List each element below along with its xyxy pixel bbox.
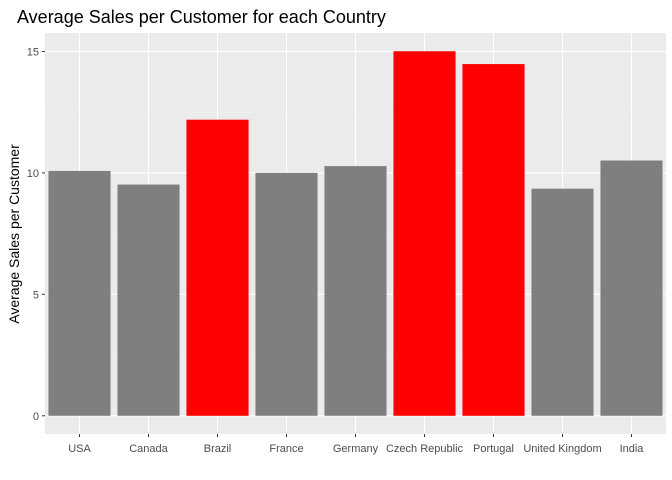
x-tick-label: Portugal — [473, 443, 514, 455]
bar-united-kingdom — [531, 188, 594, 416]
bars — [48, 51, 663, 416]
x-tick-label: USA — [68, 443, 91, 455]
y-axis-ticks: 0 5 10 15 — [27, 46, 45, 423]
x-tick-label: India — [620, 443, 645, 455]
bar-portugal — [462, 64, 525, 416]
chart-title: Average Sales per Customer for each Coun… — [17, 7, 386, 27]
x-tick-label: Czech Republic — [386, 443, 464, 455]
x-tick-label: Brazil — [204, 443, 232, 455]
y-axis-label: Average Sales per Customer — [6, 144, 22, 324]
x-axis-ticks: USA Canada Brazil France Germany Czech Republ… — [68, 434, 644, 455]
bar-usa — [48, 170, 111, 416]
bar-germany — [324, 166, 387, 416]
x-tick-label: Germany — [333, 443, 379, 455]
y-tick-label: 0 — [33, 411, 39, 423]
x-tick-label: United Kingdom — [523, 443, 601, 455]
bar-india — [600, 160, 663, 416]
bar-czech-republic — [393, 51, 456, 416]
y-tick-label: 10 — [27, 168, 39, 180]
y-tick-label: 15 — [27, 46, 39, 58]
x-tick-label: Canada — [129, 443, 168, 455]
bar-brazil — [186, 119, 249, 416]
bar-canada — [117, 184, 180, 416]
x-tick-label: France — [269, 443, 303, 455]
bar-france — [255, 172, 318, 416]
y-tick-label: 5 — [33, 289, 39, 301]
